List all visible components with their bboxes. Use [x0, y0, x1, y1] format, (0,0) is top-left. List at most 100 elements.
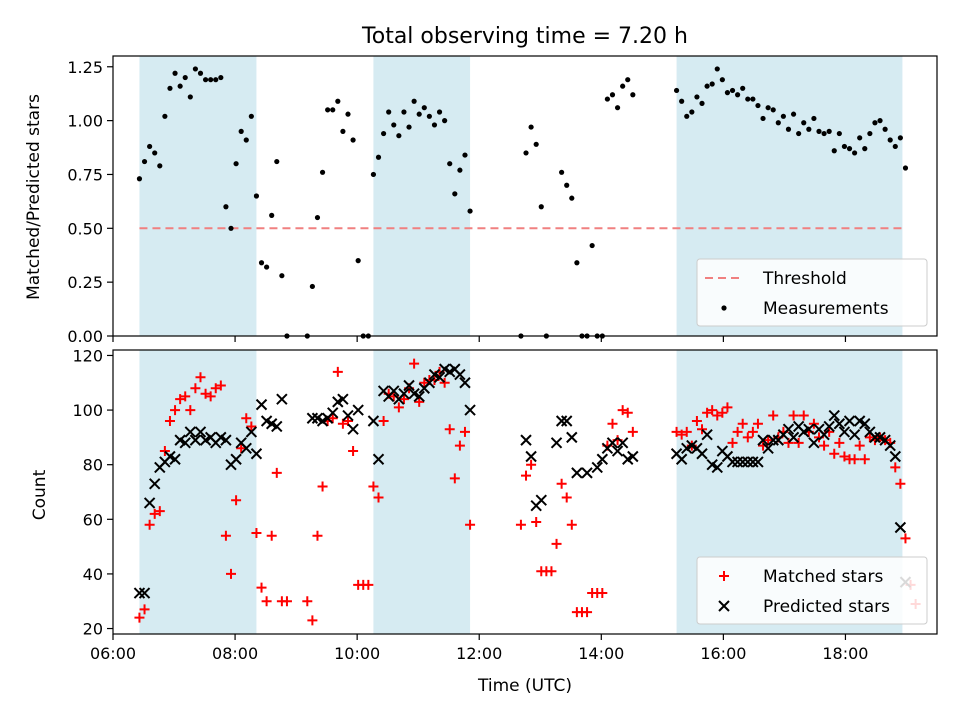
matched-stars-point: [251, 527, 262, 538]
measurement-point: [248, 113, 254, 119]
measurement-point: [406, 124, 412, 130]
matched-stars-point: [175, 394, 186, 405]
top-y-tick-label: 1.25: [67, 58, 103, 77]
predicted-stars-point: [550, 437, 563, 449]
predicted-stars-point: [372, 453, 385, 465]
matched-stars-point: [409, 358, 420, 369]
predicted-stars-point: [464, 404, 476, 416]
measurement-point: [872, 120, 878, 126]
measurement-point: [396, 133, 402, 139]
matched-stars-point: [622, 407, 633, 418]
matched-stars-point: [256, 582, 267, 593]
measurement-point: [177, 83, 183, 89]
top-y-tick-label: 1.00: [67, 112, 103, 131]
matched-stars-point: [271, 467, 282, 478]
predicted-stars-point: [561, 415, 573, 427]
predicted-stars-point: [403, 379, 415, 392]
matched-stars-point: [788, 410, 799, 421]
bottom-series-predicted-stars: [133, 363, 912, 599]
measurement-point: [269, 212, 275, 218]
top-series-measurements: [136, 66, 909, 339]
matched-stars-point: [226, 568, 237, 579]
measurement-point: [826, 128, 832, 134]
matched-stars-point: [246, 421, 257, 432]
measurement-point: [620, 83, 626, 89]
matched-stars-point: [607, 418, 618, 429]
top-y-tick-label: 0.25: [67, 273, 103, 292]
measurement-point: [689, 109, 695, 115]
measurement-point: [785, 126, 792, 132]
matched-stars-point: [546, 566, 557, 577]
measurement-point: [391, 122, 397, 128]
measurement-point: [167, 85, 173, 91]
predicted-stars-point: [525, 450, 537, 463]
measurement-point: [806, 126, 812, 132]
matched-stars-point: [531, 517, 542, 528]
predicted-stars-point: [782, 423, 795, 435]
measurement-point: [897, 135, 903, 141]
predicted-stars-point: [596, 453, 609, 465]
measurement-point: [279, 273, 285, 279]
measurement-point: [452, 191, 458, 197]
predicted-stars-point: [757, 434, 769, 446]
matched-stars-point: [752, 418, 763, 429]
bottom-legend-box: [696, 556, 928, 625]
legend-label: Predicted stars: [763, 597, 890, 617]
measurement-point: [892, 143, 898, 150]
measurement-point: [704, 83, 710, 89]
measurement-point: [192, 66, 198, 72]
measurement-point: [436, 109, 443, 115]
measurement-point: [416, 111, 422, 117]
matched-stars-point: [398, 394, 409, 405]
measurement-point: [370, 171, 377, 178]
predicted-stars-point: [149, 478, 161, 490]
matched-stars-point: [281, 596, 292, 607]
matched-stars-point: [459, 426, 470, 437]
matched-stars-point: [378, 416, 389, 426]
matched-stars-point: [465, 519, 476, 530]
measurement-point: [609, 92, 616, 98]
predicted-stars-point: [433, 371, 446, 384]
x-tick-label: 08:00: [212, 644, 258, 663]
measurement-point: [330, 107, 336, 113]
matched-stars-point: [839, 451, 850, 462]
measurement-point: [559, 169, 565, 175]
ratio-panel: 0.00 0.25 0.50 0.75 1.00 1.25 Threshold Measure…: [67, 55, 938, 346]
predicted-stars-point: [818, 428, 830, 441]
measurement-point: [172, 70, 178, 76]
predicted-stars-point: [245, 426, 258, 438]
measurement-point: [589, 242, 595, 249]
predicted-stars-point: [566, 431, 578, 444]
measurement-point: [614, 105, 621, 111]
matched-stars-point: [859, 454, 870, 465]
x-tick-label: 16:00: [700, 644, 746, 663]
predicted-stars-point: [337, 393, 349, 405]
bottom-observing-span: [139, 350, 257, 634]
measurement-point: [325, 107, 331, 113]
matched-stars-point: [526, 459, 537, 470]
matched-stars-point: [854, 440, 865, 451]
matched-stars-point: [134, 612, 145, 623]
measurement-point: [538, 204, 544, 210]
matched-stars-point: [737, 418, 748, 429]
measurement-point: [760, 115, 766, 122]
predicted-stars-point: [454, 368, 466, 381]
measurement-point: [625, 77, 631, 83]
matched-stars-point: [454, 440, 465, 451]
top-y-tick-label: 0.00: [67, 327, 103, 346]
predicted-stars-point: [398, 387, 410, 400]
predicted-stars-point: [413, 390, 425, 403]
measurement-point: [745, 96, 751, 102]
matched-stars-point: [697, 424, 708, 435]
measurement-point: [411, 98, 417, 104]
measurement-point: [569, 195, 575, 201]
predicted-stars-point: [859, 418, 871, 430]
predicted-stars-point: [762, 442, 774, 455]
measurement-point: [719, 77, 725, 83]
measurement-point: [157, 163, 163, 169]
predicted-stars-point: [742, 456, 754, 468]
predicted-stars-point: [838, 426, 851, 438]
predicted-stars-point: [606, 437, 619, 449]
predicted-stars-point: [230, 453, 242, 465]
measurement-point: [694, 94, 700, 100]
